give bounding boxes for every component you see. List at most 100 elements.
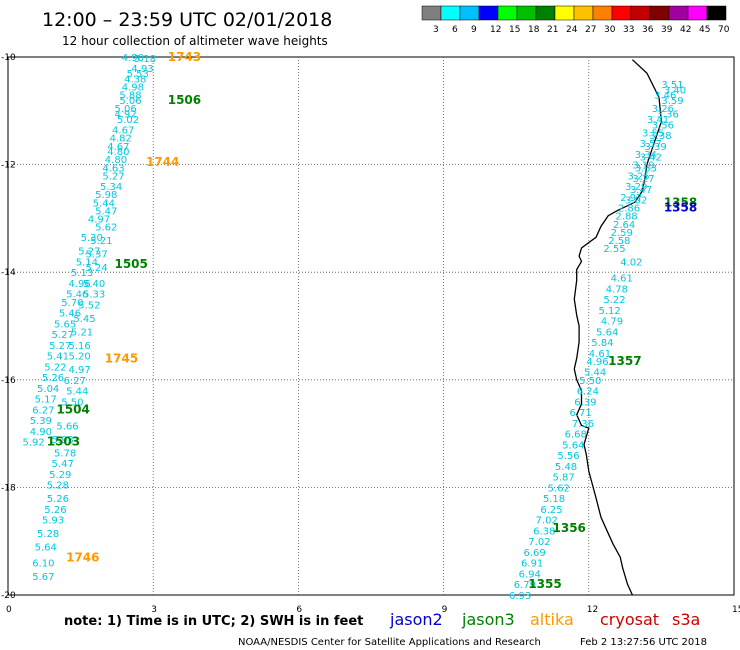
wave-height-point: 4.67 xyxy=(107,142,129,153)
wave-height-point: 2.88 xyxy=(615,212,637,223)
wave-height-point: 7.02 xyxy=(536,516,558,527)
track-time-label: 1355 xyxy=(528,577,561,591)
colorbar-label: 33 xyxy=(623,25,634,35)
colorbar-label: 30 xyxy=(604,25,616,35)
wave-height-point: 5.47 xyxy=(52,459,74,470)
wave-height-point: 5.44 xyxy=(93,198,115,209)
wave-height-point: 5.64 xyxy=(562,440,584,451)
wave-height-point: 5.26 xyxy=(44,505,66,516)
wave-height-point: 5.62 xyxy=(95,222,117,233)
colorbar-label: 39 xyxy=(661,25,673,35)
wave-height-point: 2.58 xyxy=(608,236,630,247)
colorbar-swatch xyxy=(706,5,727,21)
wave-height-point: 5.06 xyxy=(114,104,136,115)
wave-height-point: 3.46 xyxy=(654,91,676,102)
legend-item-s3a: s3a xyxy=(672,610,700,629)
legend-item-jason2: jason2 xyxy=(389,610,443,629)
colorbar-swatch xyxy=(516,5,537,21)
wave-height-point: 3.36 xyxy=(657,109,679,120)
wave-height-point: 5.93 xyxy=(42,516,64,527)
colorbar-label: 45 xyxy=(699,25,710,35)
wave-height-point: 5.06 xyxy=(119,96,141,107)
coastline-path xyxy=(573,59,663,596)
wave-height-point: 3.59 xyxy=(661,96,683,107)
wave-height-point: 6.27 xyxy=(64,376,86,387)
track-time-label: 1503 xyxy=(47,435,80,449)
wave-height-point: 5.14 xyxy=(76,257,98,268)
wave-height-point: 5.27 xyxy=(102,171,124,182)
track-time-label: 1744 xyxy=(146,155,179,169)
colorbar-label: 9 xyxy=(471,25,477,35)
wave-height-point: 5.04 xyxy=(37,384,59,395)
wave-height-point: 2.55 xyxy=(603,244,625,255)
wave-height-point: 2.86 xyxy=(618,204,640,215)
colorbar-label: 15 xyxy=(509,25,520,35)
wave-height-point: 5.28 xyxy=(47,481,69,492)
wave-height-point: 6.38 xyxy=(533,526,555,537)
wave-height-point: 5.48 xyxy=(555,462,577,473)
wave-height-point: 3.33 xyxy=(635,163,657,174)
wave-height-point: 5.92 xyxy=(23,438,45,449)
wave-height-point: 6.91 xyxy=(521,559,543,570)
axis-ticks: 0 3 6 9 12 15 -20 -18 -16 -14 -12 -10 xyxy=(1,53,740,615)
wave-height-point: 5.87 xyxy=(553,473,575,484)
track-time-label: 1356 xyxy=(553,521,586,535)
colorbar-label: 42 xyxy=(680,25,691,35)
wave-height-point: 5.27 xyxy=(49,341,71,352)
track-time-label: 1745 xyxy=(105,351,138,365)
wave-height-point: 5.26 xyxy=(42,373,64,384)
wave-height-point: 4.02 xyxy=(620,257,642,268)
wave-height-point: 3.47 xyxy=(630,185,652,196)
colorbar-swatch xyxy=(592,5,613,21)
wave-height-point: 5.24 xyxy=(85,263,107,274)
coastline xyxy=(573,59,663,596)
wave-height-point: 6.27 xyxy=(32,405,54,416)
wave-height-point: 6.69 xyxy=(523,548,545,559)
wave-height-point: 5.34 xyxy=(100,182,122,193)
wave-height-point: 3.29 xyxy=(625,182,647,193)
wave-height-point: 5.30 xyxy=(81,233,103,244)
track-time-label: 1504 xyxy=(56,402,89,416)
colorbar-label: 24 xyxy=(566,25,578,35)
wave-height-point: 4.80 xyxy=(107,147,129,158)
wave-height-point: 5.46 xyxy=(59,309,81,320)
y-tick-label: -14 xyxy=(1,268,16,278)
wave-height-point: 5.64 xyxy=(596,327,618,338)
wave-height-point: 5.88 xyxy=(119,91,141,102)
wave-height-point: 6.68 xyxy=(565,430,587,441)
colorbar-swatch xyxy=(649,5,670,21)
x-tick-label: 9 xyxy=(442,605,448,615)
colorbar-label: 27 xyxy=(585,25,596,35)
y-tick-label: -20 xyxy=(1,591,16,601)
wave-height-point: 5.41 xyxy=(47,352,69,363)
x-tick-label: 12 xyxy=(587,605,598,615)
wave-height-point: 5.50 xyxy=(579,376,601,387)
wave-height-point: 5.27 xyxy=(52,330,74,341)
colorbar-swatch xyxy=(630,5,651,21)
track-time-label: 1506 xyxy=(168,93,201,107)
wave-height-point: 5.78 xyxy=(54,448,76,459)
wave-height-point: 6.94 xyxy=(519,569,541,580)
x-tick-label: 6 xyxy=(296,605,302,615)
chart-subtitle: 12 hour collection of altimeter wave hei… xyxy=(62,34,328,48)
legend-item-cryosat: cryosat xyxy=(600,610,659,629)
wave-height-point: 5.22 xyxy=(603,295,625,306)
wave-height-point: 5.28 xyxy=(37,529,59,540)
gridlines xyxy=(8,57,734,595)
wave-height-point: 5.40 xyxy=(83,279,105,290)
wave-height-point: 5.21 xyxy=(90,236,112,247)
wave-height-point: 6.25 xyxy=(540,505,562,516)
x-tick-label: 0 xyxy=(6,605,12,615)
wave-height-point: 3.27 xyxy=(632,174,654,185)
wave-height-point: 5.21 xyxy=(71,327,93,338)
colorbar-label: 3 xyxy=(433,25,439,35)
plot-area xyxy=(7,56,735,596)
wave-height-point: 4.98 xyxy=(122,83,144,94)
wave-height-point: 3.42 xyxy=(640,153,662,164)
colorbar-label: 70 xyxy=(718,25,730,35)
wave-height-point: 6.10 xyxy=(32,559,54,570)
wave-height-point: 5.93 xyxy=(52,435,74,446)
wave-height-point: 5.67 xyxy=(32,572,54,583)
track-time-label: 1358 xyxy=(664,195,697,209)
